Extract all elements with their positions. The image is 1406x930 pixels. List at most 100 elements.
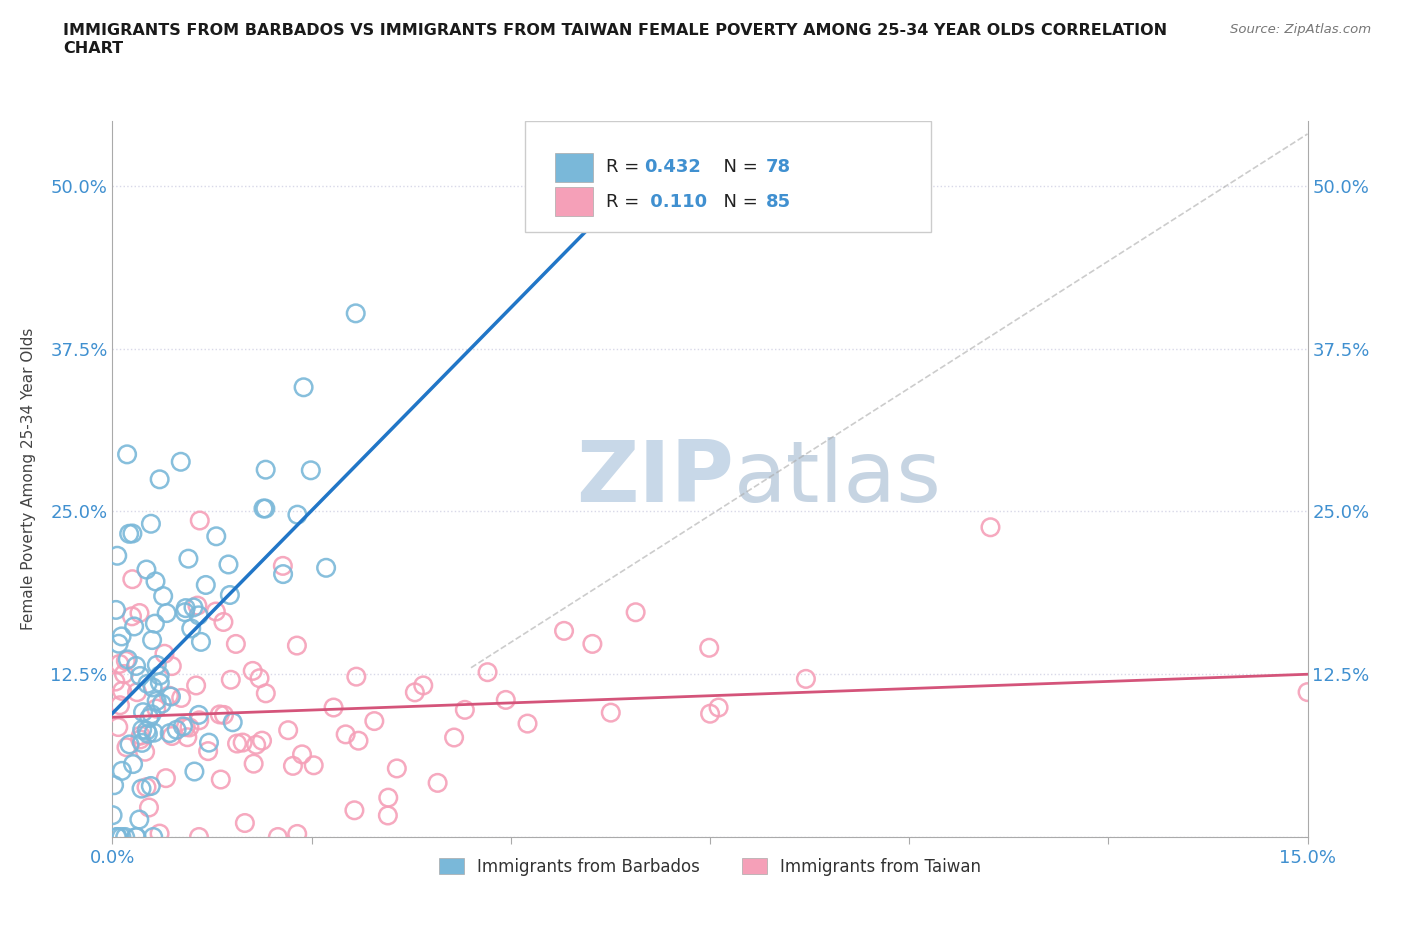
- Point: [205, 604, 228, 619]
- Point: [146, 658, 169, 672]
- Point: [443, 730, 465, 745]
- Point: [197, 744, 219, 759]
- Point: [174, 720, 197, 735]
- Point: [138, 800, 160, 815]
- Point: [222, 715, 245, 730]
- Point: [115, 740, 138, 755]
- Point: [142, 830, 165, 844]
- Point: [134, 744, 156, 759]
- Point: [412, 678, 434, 693]
- FancyBboxPatch shape: [524, 121, 931, 232]
- Point: [174, 601, 197, 616]
- Point: [104, 603, 127, 618]
- Point: [385, 761, 408, 776]
- Point: [242, 663, 264, 678]
- Point: [267, 830, 290, 844]
- Point: [233, 816, 256, 830]
- Text: R =: R =: [606, 158, 645, 177]
- Point: [232, 735, 254, 750]
- Point: [125, 830, 148, 844]
- Point: [131, 736, 153, 751]
- Point: [516, 716, 538, 731]
- Text: R =: R =: [606, 193, 645, 211]
- Point: [344, 670, 367, 684]
- Point: [245, 737, 267, 752]
- Text: Source: ZipAtlas.com: Source: ZipAtlas.com: [1230, 23, 1371, 36]
- Point: [277, 723, 299, 737]
- Point: [125, 684, 148, 699]
- Point: [111, 684, 134, 698]
- Point: [160, 658, 183, 673]
- Point: [183, 600, 205, 615]
- Point: [225, 636, 247, 651]
- Point: [110, 830, 132, 844]
- Point: [131, 723, 153, 737]
- Point: [107, 720, 129, 735]
- Point: [141, 707, 163, 722]
- Text: N =: N =: [713, 158, 763, 177]
- Point: [599, 705, 621, 720]
- Point: [205, 529, 228, 544]
- Legend: Immigrants from Barbados, Immigrants from Taiwan: Immigrants from Barbados, Immigrants fro…: [432, 851, 988, 883]
- Point: [254, 462, 277, 477]
- Point: [250, 733, 273, 748]
- Text: 0.432: 0.432: [644, 158, 702, 177]
- Point: [110, 629, 132, 644]
- Point: [302, 758, 325, 773]
- Point: [139, 516, 162, 531]
- Point: [454, 702, 477, 717]
- Point: [118, 526, 141, 541]
- Point: [177, 551, 200, 566]
- Point: [121, 526, 143, 541]
- Point: [170, 455, 193, 470]
- Point: [135, 779, 157, 794]
- Point: [198, 736, 221, 751]
- Point: [122, 757, 145, 772]
- Text: atlas: atlas: [734, 437, 942, 521]
- Point: [404, 684, 426, 699]
- Point: [142, 680, 165, 695]
- Point: [226, 737, 249, 751]
- Point: [128, 812, 150, 827]
- Point: [180, 621, 202, 636]
- Text: IMMIGRANTS FROM BARBADOS VS IMMIGRANTS FROM TAIWAN FEMALE POVERTY AMONG 25-34 YE: IMMIGRANTS FROM BARBADOS VS IMMIGRANTS F…: [63, 23, 1167, 56]
- Point: [794, 671, 817, 686]
- Point: [218, 588, 240, 603]
- Point: [105, 830, 128, 844]
- Text: 0.110: 0.110: [644, 193, 707, 211]
- Point: [131, 781, 153, 796]
- Point: [149, 675, 172, 690]
- Point: [299, 463, 322, 478]
- Point: [209, 772, 232, 787]
- Text: 85: 85: [766, 193, 792, 211]
- Point: [377, 790, 399, 805]
- Point: [125, 830, 148, 844]
- Point: [187, 608, 209, 623]
- Point: [281, 759, 304, 774]
- Point: [322, 700, 344, 715]
- Point: [190, 634, 212, 649]
- Point: [108, 698, 131, 712]
- Point: [139, 778, 162, 793]
- Text: N =: N =: [713, 193, 763, 211]
- Point: [186, 598, 208, 613]
- Point: [152, 589, 174, 604]
- Y-axis label: Female Poverty Among 25-34 Year Olds: Female Poverty Among 25-34 Year Olds: [21, 327, 37, 631]
- Point: [217, 557, 239, 572]
- Point: [136, 676, 159, 691]
- Point: [143, 617, 166, 631]
- Point: [149, 668, 172, 683]
- Point: [315, 561, 337, 576]
- Point: [103, 777, 125, 792]
- Point: [145, 694, 167, 709]
- Point: [107, 830, 129, 844]
- Point: [114, 830, 136, 844]
- Point: [208, 707, 231, 722]
- Point: [553, 623, 575, 638]
- Point: [252, 501, 274, 516]
- Point: [121, 609, 143, 624]
- Point: [115, 447, 138, 462]
- Point: [176, 730, 198, 745]
- Point: [166, 723, 188, 737]
- FancyBboxPatch shape: [554, 188, 593, 216]
